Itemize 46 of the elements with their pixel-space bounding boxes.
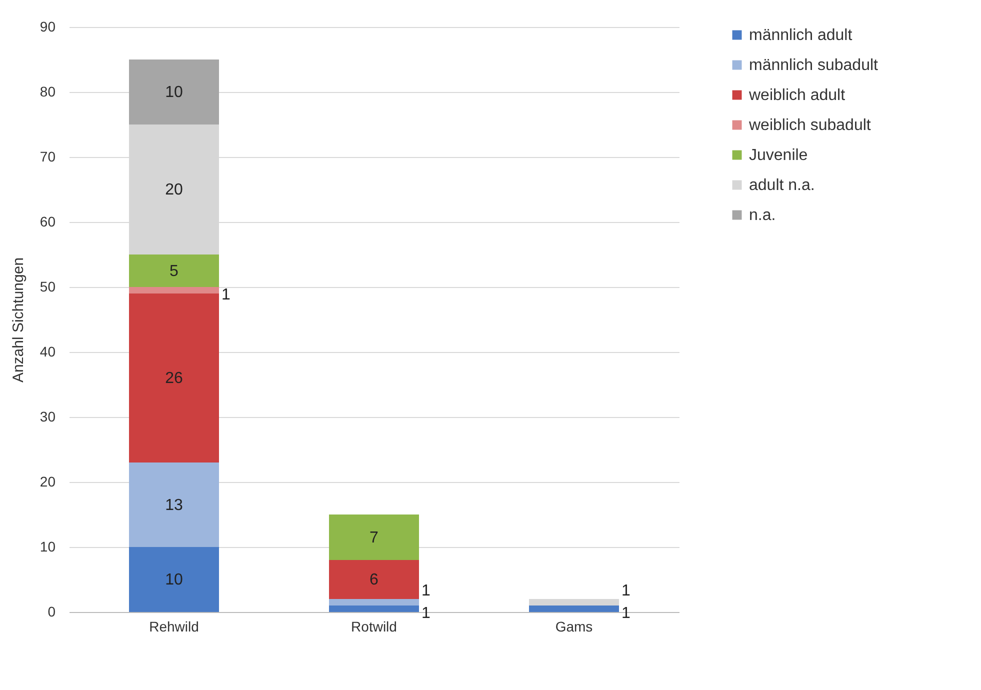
data-label: 10 xyxy=(165,84,183,101)
bar xyxy=(129,462,219,547)
y-tick-label: 60 xyxy=(40,214,56,230)
bar xyxy=(329,560,419,599)
data-label: 13 xyxy=(165,496,183,514)
legend-label: Juvenile xyxy=(749,147,808,164)
bar xyxy=(529,599,619,606)
y-tick-label: 90 xyxy=(40,18,56,34)
x-tick-label: Rehwild xyxy=(149,618,199,634)
y-axis-title: Anzahl Sichtungen xyxy=(10,257,27,383)
data-label: 1 xyxy=(422,604,431,622)
legend-label: männlich subadult xyxy=(749,57,879,74)
y-tick-label: 30 xyxy=(40,408,56,424)
legend-label: weiblich adult xyxy=(748,87,846,104)
bar xyxy=(329,599,419,606)
x-tick-label: Rotwild xyxy=(351,618,397,634)
legend-label: n.a. xyxy=(749,207,776,224)
legend-label: adult n.a. xyxy=(749,177,815,194)
data-label: 1 xyxy=(622,582,631,600)
bar xyxy=(129,287,219,294)
bar xyxy=(129,254,219,287)
bar xyxy=(529,606,619,612)
data-label: 7 xyxy=(370,529,379,546)
data-label: 6 xyxy=(370,572,379,588)
data-label: 26 xyxy=(165,370,183,387)
y-tick-label: 0 xyxy=(48,604,56,620)
y-tick-label: 20 xyxy=(40,474,56,490)
y-tick-label: 40 xyxy=(40,344,56,360)
legend-label: männlich adult xyxy=(749,27,853,44)
x-tick-label: Gams xyxy=(555,618,593,634)
bar xyxy=(329,514,419,560)
data-label: 5 xyxy=(170,262,179,280)
data-label: 20 xyxy=(165,182,183,198)
bar xyxy=(129,294,219,462)
legend-label: weiblich subadult xyxy=(748,117,872,134)
y-tick-label: 70 xyxy=(40,148,56,164)
y-tick-label: 80 xyxy=(40,84,56,100)
data-label: 1 xyxy=(622,604,631,622)
data-label: 10 xyxy=(165,572,183,588)
y-tick-label: 10 xyxy=(40,538,56,554)
data-label: 1 xyxy=(422,582,431,600)
y-tick-label: 50 xyxy=(40,278,56,294)
bar xyxy=(129,547,219,612)
bar xyxy=(329,606,419,612)
data-label: 1 xyxy=(222,286,231,304)
bar xyxy=(129,60,219,124)
